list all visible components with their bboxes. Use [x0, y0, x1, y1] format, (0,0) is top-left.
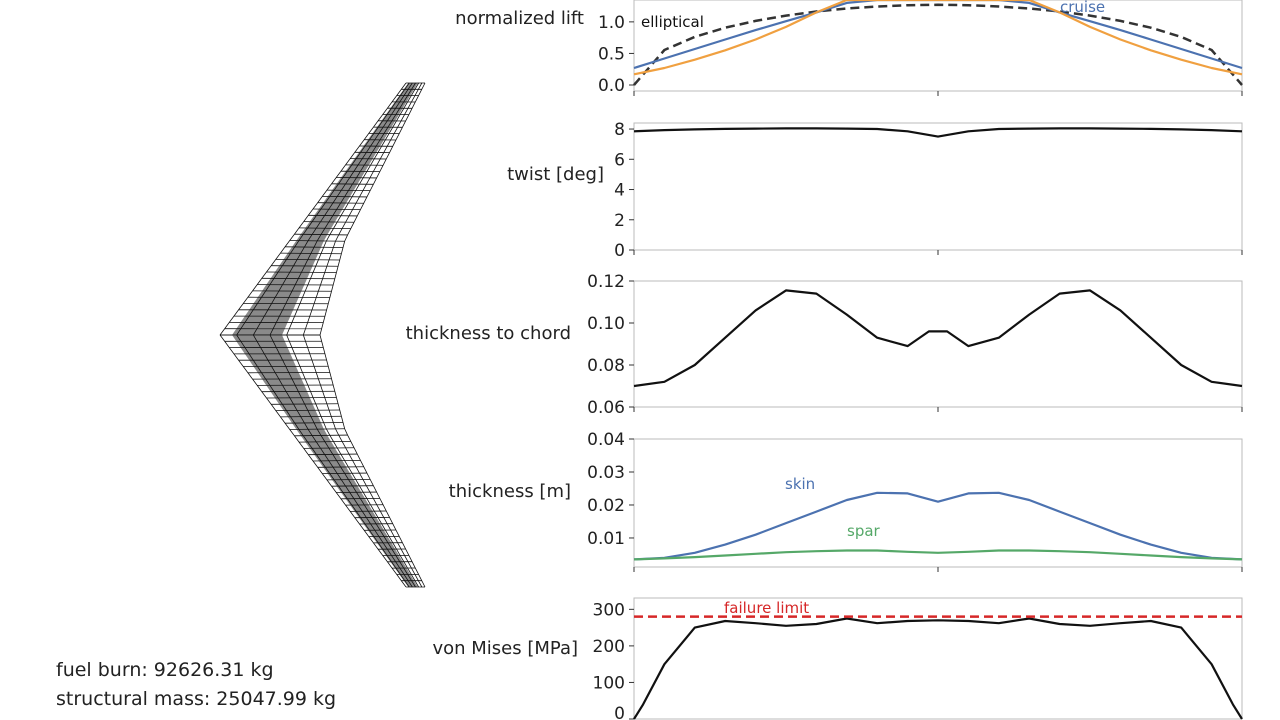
- axes-frame: [633, 0, 1243, 92]
- subplot-1: 0.0 0.5 1.0 normalized lift elliptical cruise: [455, 0, 1243, 96]
- series-line-unnamed-2: [633, 0, 1243, 76]
- y-tick-label: 0.02: [587, 496, 625, 516]
- axes-frame: [633, 438, 1243, 568]
- mesh-span-line: [303, 221, 355, 223]
- y-tick-label: 1.0: [598, 13, 625, 33]
- wing-mesh: [219, 82, 426, 588]
- y-tick-label: 4: [614, 181, 625, 201]
- annotation-skin: skin: [785, 475, 815, 493]
- series-line-unnamed-0: [633, 617, 1243, 720]
- series-line-unnamed-0: [633, 127, 1243, 138]
- mesh-span-line: [308, 453, 358, 456]
- axes-frame: [633, 122, 1243, 251]
- mesh-span-line: [294, 233, 348, 236]
- series-line-cruise: [633, 0, 1243, 70]
- series-line-elliptical: [633, 3, 1243, 86]
- mesh-span-line: [275, 259, 340, 261]
- axes-frame: [633, 280, 1243, 408]
- mesh-span-line: [299, 440, 351, 443]
- annotation-elliptical: elliptical: [641, 13, 704, 31]
- y-axis-label: normalized lift: [455, 8, 584, 29]
- y-tick-label: 300: [593, 600, 625, 620]
- mesh-span-line: [285, 246, 344, 248]
- subplot-4: 0.01 0.02 0.03 0.04 thickness [m] skin spar: [449, 430, 1243, 572]
- subplot-2: 0 2 4 6 8 twist [deg]: [507, 120, 1243, 261]
- fuel-burn-text: fuel burn: 92626.31 kg: [56, 659, 274, 681]
- y-axis-label: thickness [m]: [449, 481, 571, 502]
- y-tick-label: 0: [614, 241, 625, 261]
- mesh-span-line: [299, 227, 351, 230]
- mesh-span-line: [289, 428, 345, 430]
- y-axis-label: von Mises [MPa]: [432, 638, 578, 659]
- y-tick-label: 200: [593, 637, 625, 657]
- y-tick-label: 0.06: [587, 398, 625, 418]
- series-line-spar: [633, 549, 1243, 561]
- y-tick-label: 0.04: [587, 430, 625, 450]
- series-line-skin: [633, 491, 1243, 561]
- mesh-span-line: [326, 189, 371, 192]
- structural-mass-text: structural mass: 25047.99 kg: [56, 688, 337, 710]
- annotation-cruise: cruise: [1060, 0, 1105, 16]
- mesh-span-line: [312, 459, 361, 462]
- y-tick-label: 0.10: [587, 314, 625, 334]
- subplot-5: 0 100 200 300 von Mises [MPa] failure limit: [432, 597, 1243, 720]
- y-tick-label: 0.01: [587, 529, 625, 549]
- y-tick-label: 0: [614, 704, 625, 720]
- mesh-span-line: [280, 252, 342, 255]
- y-axis-label: thickness to chord: [406, 323, 571, 344]
- y-tick-label: 6: [614, 150, 625, 170]
- annotation-failure-limit: failure limit: [724, 599, 809, 617]
- subplot-3: 0.06 0.08 0.10 0.12 thickness to chord: [406, 272, 1243, 418]
- y-tick-label: 8: [614, 120, 625, 140]
- y-tick-label: 0.08: [587, 356, 625, 376]
- y-tick-label: 0.5: [598, 44, 625, 64]
- annotation-spar: spar: [847, 522, 881, 540]
- mesh-span-line: [266, 397, 337, 399]
- mesh-span-line: [275, 409, 340, 411]
- mesh-span-line: [317, 202, 364, 204]
- mesh-span-line: [285, 422, 344, 424]
- y-tick-label: 0.12: [587, 272, 625, 292]
- mesh-span-line: [326, 478, 371, 481]
- series-line-unnamed-0: [633, 289, 1243, 388]
- y-axis-label: twist [deg]: [507, 164, 604, 185]
- mesh-span-line: [317, 466, 364, 468]
- mesh-span-line: [308, 214, 358, 217]
- y-tick-label: 0.0: [598, 76, 625, 96]
- mesh-span-line: [280, 415, 342, 418]
- y-tick-label: 0.03: [587, 463, 625, 483]
- y-tick-label: 2: [614, 211, 625, 231]
- y-tick-label: 100: [593, 673, 625, 693]
- mesh-span-line: [289, 240, 345, 242]
- mesh-span-line: [322, 196, 367, 198]
- mesh-span-line: [266, 271, 337, 273]
- mesh-span-line: [294, 434, 348, 437]
- axes-frame: [633, 597, 1243, 720]
- mesh-span-line: [271, 265, 339, 267]
- mesh-span-line: [322, 472, 367, 474]
- mesh-span-line: [312, 208, 361, 211]
- mesh-span-line: [303, 447, 355, 449]
- mesh-span-line: [271, 403, 339, 405]
